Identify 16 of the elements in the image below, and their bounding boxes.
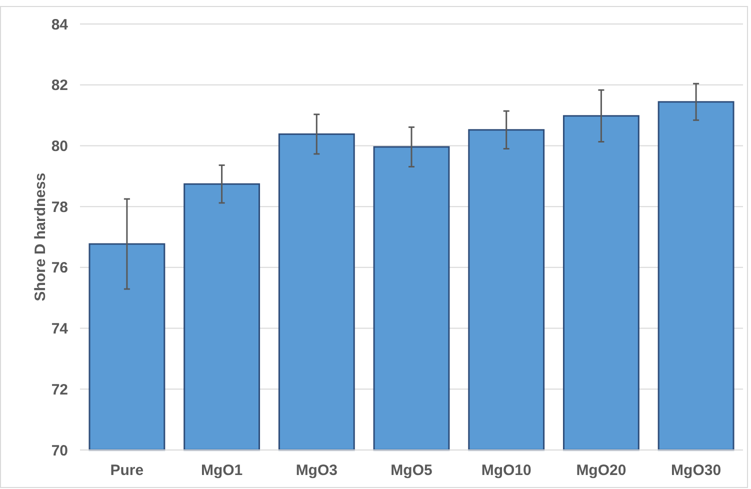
x-tick-label: MgO5 (390, 462, 432, 479)
x-tick-label: MgO10 (481, 462, 532, 479)
y-tick-label: 74 (51, 320, 69, 338)
y-tick-label: 70 (51, 442, 68, 460)
x-tick-label: MgO3 (296, 462, 338, 479)
x-tick-label: Pure (110, 462, 144, 479)
y-tick-label: 84 (51, 16, 69, 34)
y-tick-label: 82 (51, 77, 68, 94)
x-tick-label: MgO20 (576, 462, 626, 479)
x-tick-label: MgO30 (671, 462, 722, 479)
y-tick-label: 78 (51, 198, 68, 216)
y-tick-label: 72 (51, 381, 68, 398)
y-axis-title: Shore D hardness (32, 172, 49, 302)
y-tick-label: 76 (51, 260, 68, 277)
x-tick-label: MgO1 (200, 462, 243, 479)
y-tick-label: 80 (51, 138, 68, 155)
